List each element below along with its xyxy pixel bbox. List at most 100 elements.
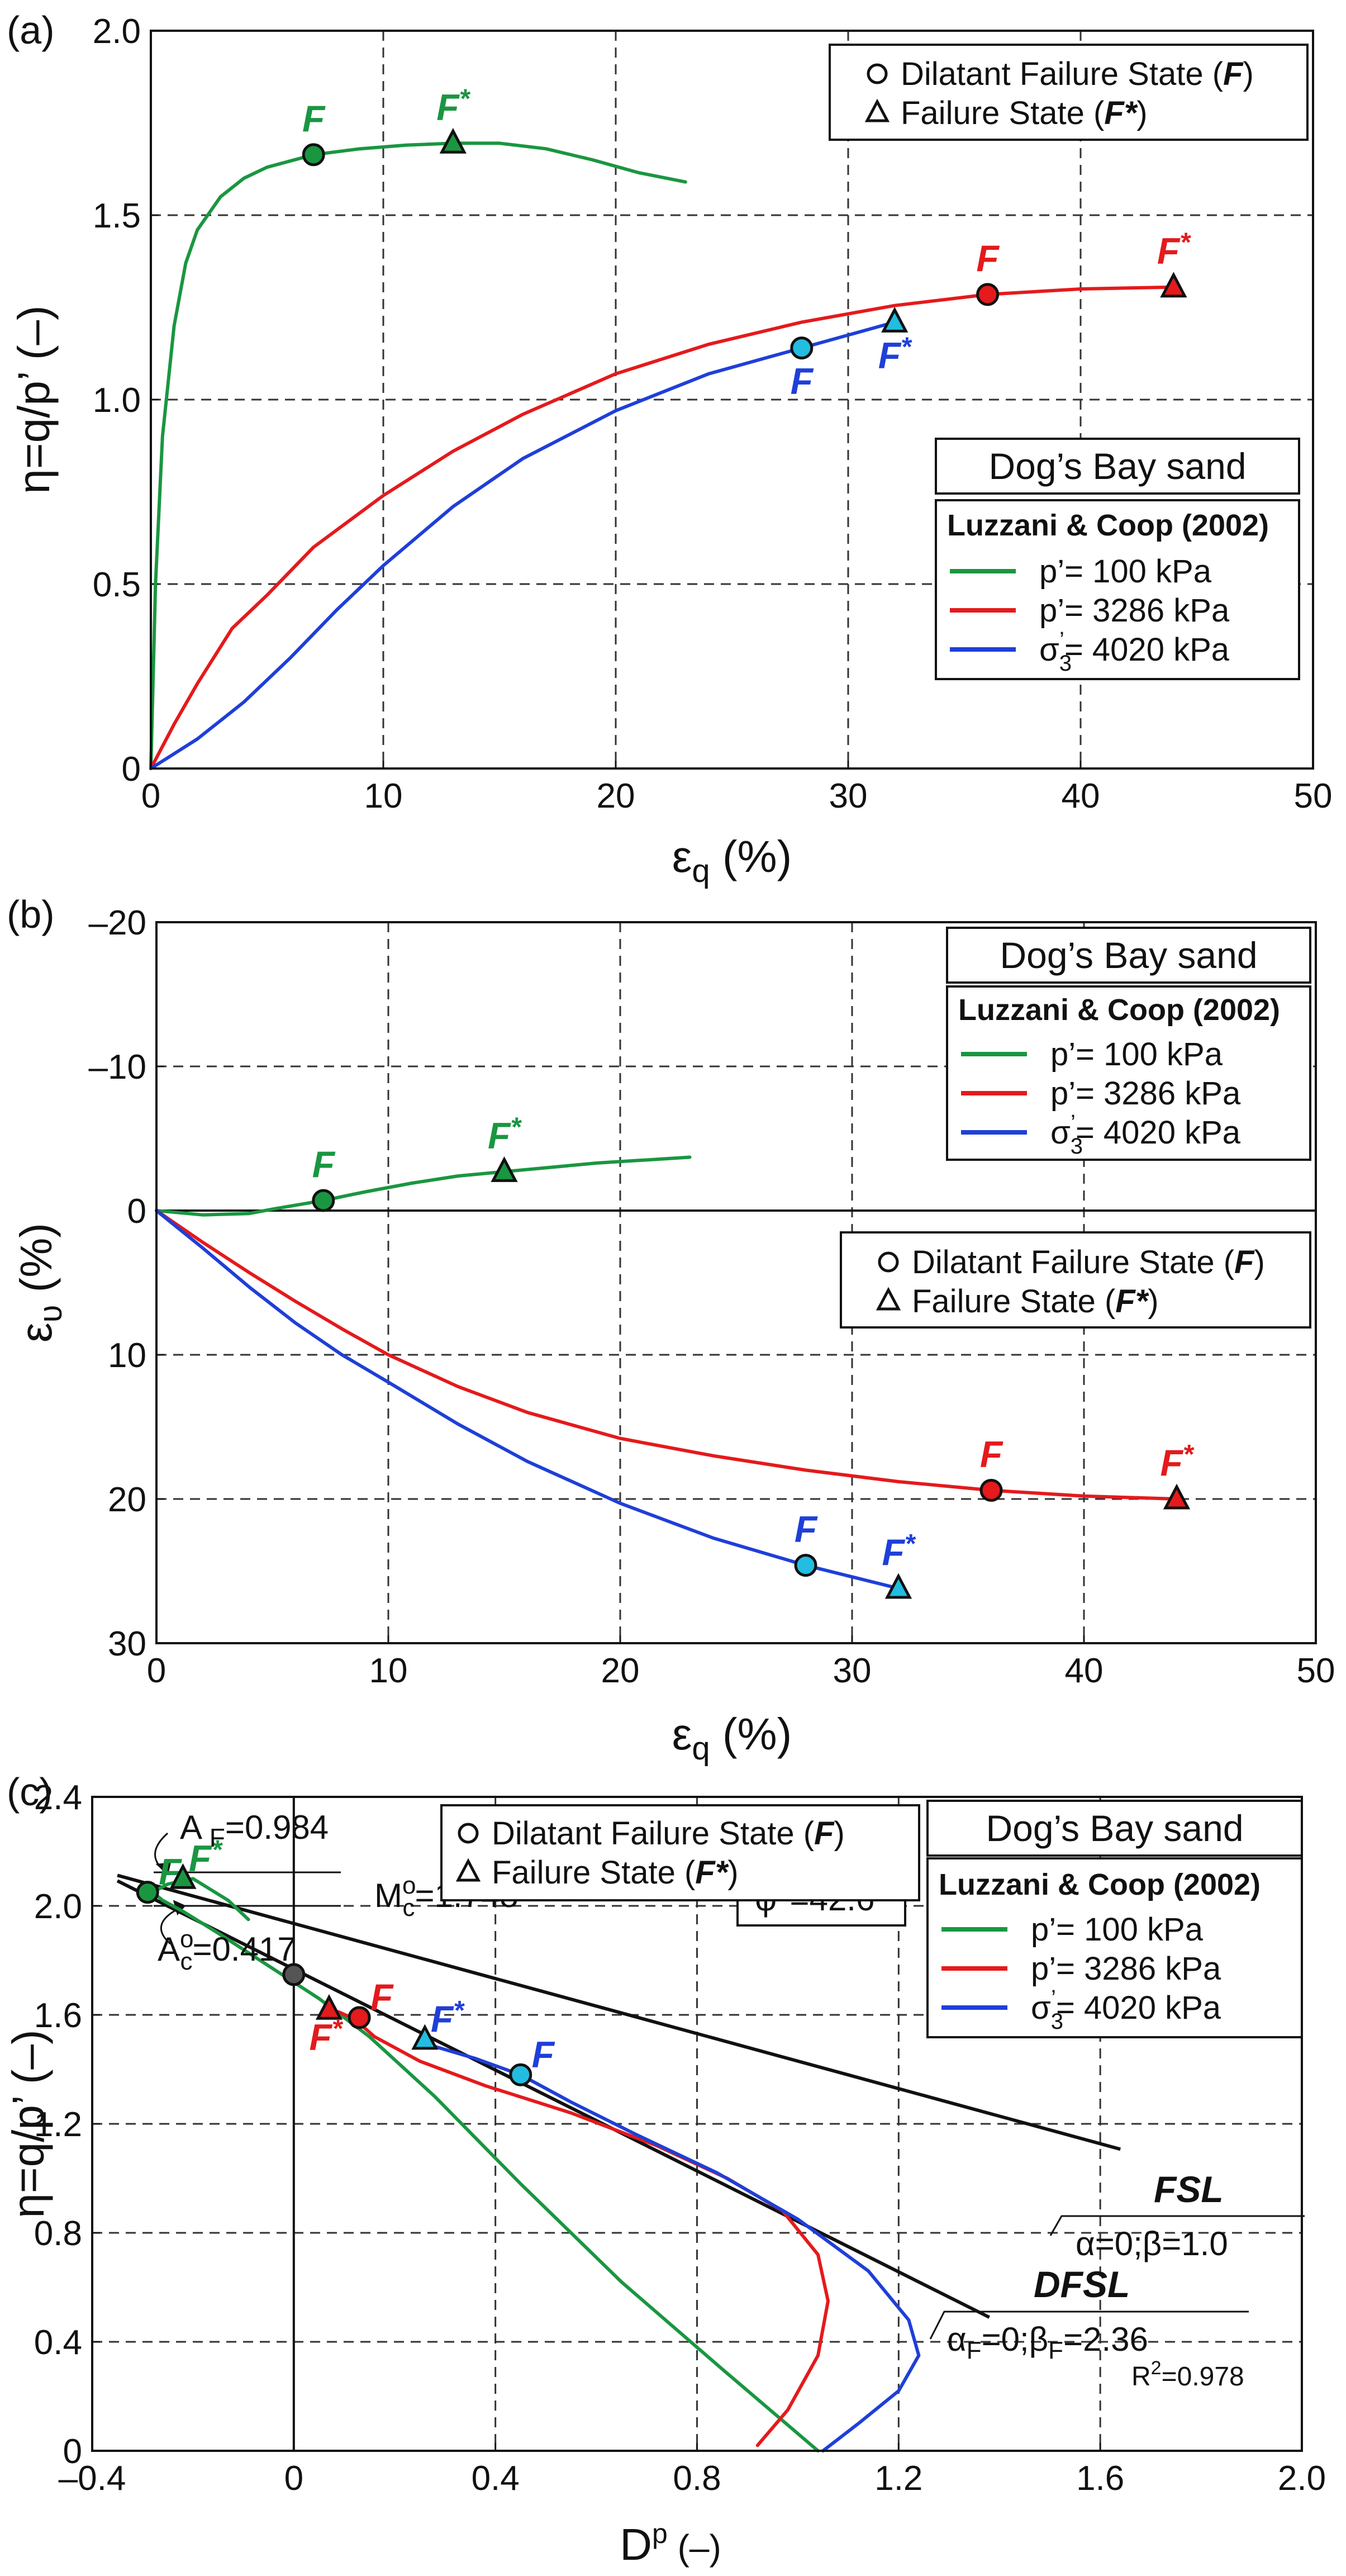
x-tick-label: 40 [1065,1652,1104,1690]
y-tick-label: 2.4 [34,1778,82,1817]
x-tick-label: 50 [1297,1652,1335,1690]
panel-b: (b) 0 10 20 30 40 50 –20 –10 0 10 20 30 F F* F F* F F* ε… [7,893,1335,1767]
panel-a-xlabel: εq (%) [672,832,792,889]
marker-circle [312,1189,335,1212]
marker-label: F* [882,1529,916,1573]
panel-c-title-box [926,1800,1303,1857]
panel-b-frame [155,921,1317,1644]
series-line-1 [149,141,687,770]
annotation-af: A F=0.984 [180,1809,329,1852]
y-tick-label: 0 [127,1192,146,1231]
x-tick-label: 40 [1062,777,1100,815]
marker-circle [348,2006,371,2029]
marker-triangle [884,1573,912,1599]
panel-c-legend-s2: p’= 3286 kPa [1031,1951,1221,1987]
dfsl-leader [929,2311,1249,2340]
marker-label: F [976,238,1000,279]
y-tick-label: 2.0 [34,1887,82,1926]
x-tick-label: 1.6 [1076,2459,1124,2498]
legend-circle-icon [458,1823,479,1844]
panel-a-marker-legend: Dilatant Failure State (F) Failure State… [829,44,1309,141]
y-tick-label: 0 [63,2432,82,2471]
panel-c-markers: F F*FF*FF* [136,1835,555,2086]
panel-b-legend-header: Luzzani & Coop (2002) [958,993,1280,1027]
x-tick-label: 0 [141,777,160,815]
panel-a-series-legend: Luzzani & Coop (2002) p’= 100 kPa p’= 32… [935,499,1300,680]
x-tick-label: 10 [364,777,403,815]
panel-a-markers: F F* F F* F F* [302,84,1191,402]
y-tick-label: 0.8 [34,2214,82,2253]
panel-b-legend-s1: p’= 100 kPa [1050,1036,1223,1073]
panel-b-curves [155,1155,1178,1590]
panel-b-legend-dilatant: Dilatant Failure State (F) [912,1244,1265,1280]
panel-b-ylabel: ευ (%) [11,1223,69,1342]
y-tick-label: 20 [108,1481,146,1519]
x-tick-label: 0.8 [673,2459,721,2498]
x-tick-label: 20 [597,777,635,815]
panel-c-ylabel: η=q/p’ (–) [3,2029,53,2218]
marker-circle [976,283,1000,306]
series-line-2 [155,1209,1178,1501]
dfsl-label-group: DFSL αF=0;βF=2.36 R2=0.978 [929,2264,1249,2392]
series-line-2 [149,285,1176,770]
annotation-ac: Ao c=0.417 [158,1925,296,1975]
x-tick-label: 10 [369,1652,408,1690]
marker-circle [302,143,325,167]
y-tick-label: 0 [122,750,141,789]
panel-b-series-legend: Luzzani & Coop (2002) p’= 100 kPa p’= 32… [946,985,1311,1161]
panel-b-marker-legend: Dilatant Failure State (F) Failure State… [840,1231,1311,1329]
fsl-params: α=0;β=1.0 [1076,2225,1228,2262]
marker-triangle [315,1994,343,2020]
marker-label: F* [309,2014,343,2057]
y-tick-label: 0.5 [93,566,141,604]
marker-circle [282,1963,306,1986]
panel-b-ticks: 0 10 20 30 40 50 –20 –10 0 10 20 30 [89,904,1335,1690]
panel-b-legend-s3: σ3’= 4020 kPa [1050,1111,1241,1159]
panel-a-title: Dog’s Bay sand [988,445,1246,487]
y-tick-label: 30 [108,1625,146,1663]
marker-label: F* [488,1112,522,1156]
marker-label: F* [1160,1440,1194,1483]
marker-circle [790,336,814,360]
legend-triangle-icon [876,1287,901,1311]
x-tick-label: 0.4 [472,2459,520,2498]
panel-a-legend-dilatant: Dilatant Failure State (F) [901,56,1254,92]
marker-label: F* [431,1996,465,2039]
panel-a-ticks: 0 10 20 30 40 50 0 0.5 1.0 1.5 2.0 [93,12,1333,815]
panel-c-legend-dilatant: Dilatant Failure State (F) [492,1815,845,1852]
x-tick-label: 30 [829,777,868,815]
marker-triangle [1160,272,1187,298]
x-tick-label: 20 [601,1652,640,1690]
marker-label: F [980,1434,1003,1475]
fsl-label-group: FSL α=0;β=1.0 [1049,2169,1305,2262]
panel-b-title-box [946,927,1311,984]
dfsl-label: DFSL [1034,2264,1130,2305]
marker-label: F [302,98,326,139]
y-tick-label: 1.5 [93,197,141,235]
panel-b-xlabel: εq (%) [672,1709,792,1767]
fsl-label: FSL [1154,2169,1224,2210]
panel-a-legend-s1: p’= 100 kPa [1039,553,1212,590]
marker-circle [979,1479,1003,1502]
fsl-leader [1049,2215,1305,2236]
panel-a-label: (a) [7,8,55,52]
panel-c: (c) –0.4 0 0.4 0.8 1.2 1.6 2.000.40.81.21.62.0… [3,1770,1326,2569]
panel-c-series-legend: Luzzani & Coop (2002) p’= 100 kPa p’= 32… [926,1857,1303,2038]
panel-c-legend-header: Luzzani & Coop (2002) [939,1868,1261,1901]
y-tick-label: 2.0 [93,12,141,51]
x-tick-label: 2.0 [1278,2459,1326,2498]
panel-c-title: Dog’s Bay sand [986,1808,1243,1849]
panel-a: (a) 0 10 20 30 40 50 0 0.5 1.0 1.5 2.0 F F* F F* F F* ε… [7,8,1332,889]
af-arrow-head [155,1862,171,1875]
panel-a-legend-header: Luzzani & Coop (2002) [947,509,1269,542]
marker-circle [509,2063,532,2086]
marker-label: F [532,2033,555,2075]
panel-a-legend-s3: σ3’= 4020 kPa [1039,628,1230,676]
series-line-1 [155,1155,692,1217]
panel-a-title-box [935,438,1300,495]
y-tick-label: 1.2 [34,2105,82,2144]
panel-c-legend-s1: p’= 100 kPa [1031,1911,1204,1948]
panel-c-marker-legend-box [440,1804,920,1901]
x-tick-label: 0 [147,1652,166,1690]
marker-triangle [439,127,467,154]
